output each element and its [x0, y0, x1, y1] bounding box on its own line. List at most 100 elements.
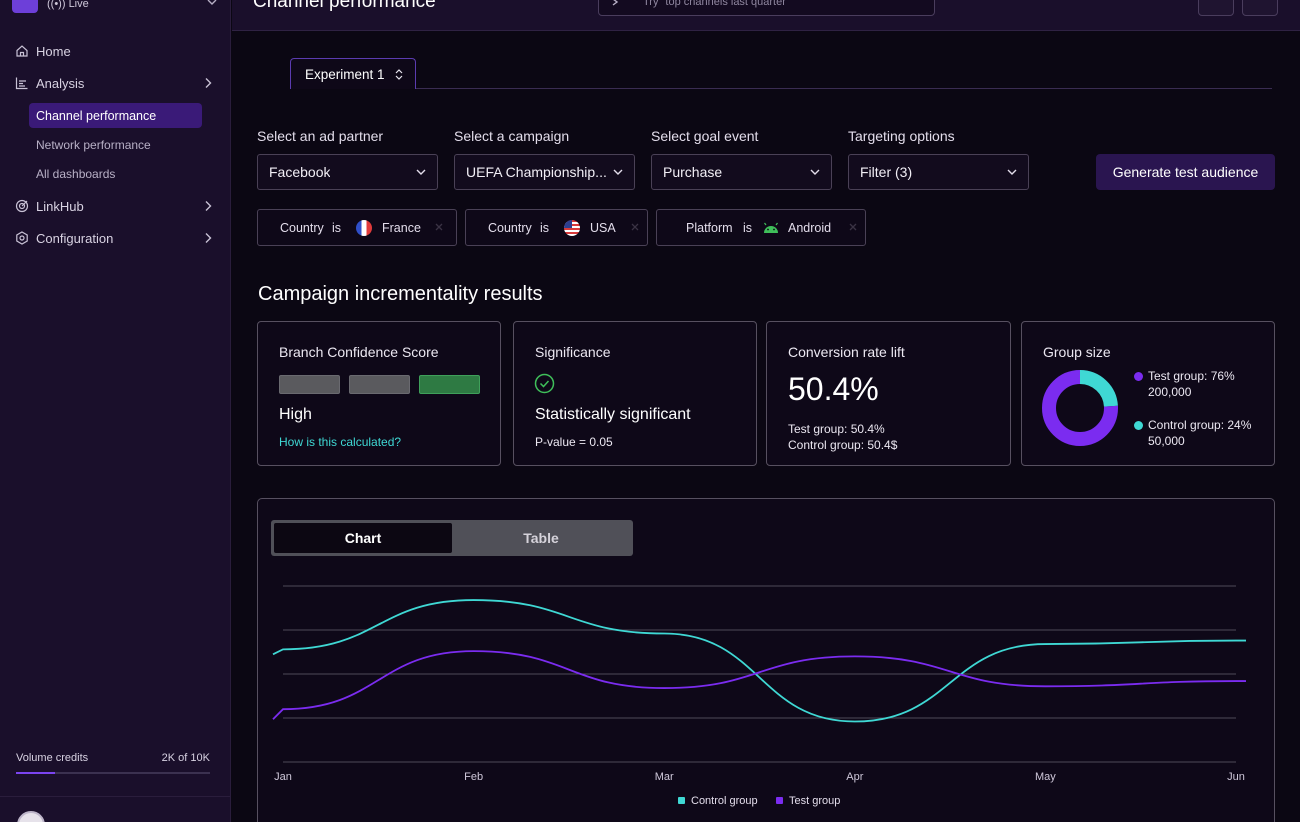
nav-home-label: Home: [36, 43, 71, 59]
nav-linkhub[interactable]: LinkHub: [0, 194, 231, 218]
campaign-value: UEFA Championship...: [466, 164, 607, 180]
lift-breakdown: Test group: 50.4% Control group: 50.4$: [788, 421, 897, 453]
filter-chip-platform-android[interactable]: Platform is Android: [656, 209, 866, 246]
goal-event-select[interactable]: Purchase: [651, 154, 832, 190]
confidence-title: Branch Confidence Score: [279, 344, 439, 360]
page-title: Channel performance: [253, 0, 436, 12]
sidebar-item-all-dashboards[interactable]: All dashboards: [29, 161, 202, 186]
search-placeholder: Try "top channels last quarter": [643, 0, 790, 8]
sub-label: All dashboards: [36, 166, 116, 181]
legend-swatch: [678, 797, 685, 804]
nav-configuration[interactable]: Configuration: [0, 226, 231, 250]
search-input[interactable]: Try "top channels last quarter": [598, 0, 935, 16]
chevron-right-icon: [205, 78, 212, 88]
tab-underline: [290, 88, 1272, 89]
chevron-right-icon: [205, 233, 212, 243]
test-group-legend: Test group: 76% 200,000: [1148, 368, 1235, 400]
chevron-down-icon: [1007, 169, 1017, 175]
test-group-count: 200,000: [1148, 385, 1192, 399]
lift-title: Conversion rate lift: [788, 344, 905, 360]
chip-operator: is: [332, 221, 342, 235]
control-group-count: 50,000: [1148, 434, 1185, 448]
workspace-switcher[interactable]: ((•)) Live: [12, 0, 89, 14]
france-flag-icon: [356, 220, 372, 236]
targeting-label: Targeting options: [848, 128, 955, 144]
confidence-bar: [419, 375, 480, 394]
test-slice: [1042, 370, 1118, 446]
significance-title: Significance: [535, 344, 611, 360]
credits-progress-fill: [16, 772, 55, 774]
close-icon[interactable]: [848, 222, 858, 232]
lift-test: Test group: 50.4%: [788, 422, 885, 436]
nav-configuration-label: Configuration: [36, 230, 114, 246]
usa-flag-canton: [564, 220, 572, 228]
control-group-line: [272, 599, 1246, 723]
significance-card: Significance Statistically significant P…: [513, 321, 757, 466]
nav-analysis[interactable]: Analysis: [0, 71, 231, 95]
filter-chip-country-usa[interactable]: Country is USA: [465, 209, 648, 246]
confidence-bar: [279, 375, 340, 394]
credits-progress: [16, 772, 210, 774]
chart-tab[interactable]: Chart: [274, 523, 452, 553]
x-tick-label: Jan: [274, 771, 292, 783]
test-group-label: Test group: 76%: [1148, 369, 1235, 383]
credits-label: Volume credits: [16, 752, 89, 764]
x-tick-label: Mar: [654, 771, 674, 783]
legend-label: Control group: [691, 795, 758, 807]
avatar[interactable]: [17, 811, 45, 822]
filter-chip-country-france[interactable]: Country is France: [257, 209, 457, 246]
tab-experiment-1[interactable]: Experiment 1: [290, 58, 416, 89]
test-group-line: [272, 650, 1246, 720]
live-status: ((•)) Live: [47, 0, 89, 10]
control-group-label: Control group: 24%: [1148, 418, 1252, 432]
p-value: P-value = 0.05: [535, 435, 613, 449]
table-tab[interactable]: Table: [523, 530, 559, 546]
lift-value: 50.4%: [788, 371, 879, 407]
workspace-logo: [12, 0, 38, 13]
group-size-card: Group size Test group: 76% 200,000 Contr…: [1021, 321, 1275, 466]
targeting-select[interactable]: Filter (3): [848, 154, 1029, 190]
calendar-button[interactable]: [1198, 0, 1234, 16]
significance-status: Statistically significant: [535, 406, 691, 423]
chevron-down-icon: [613, 169, 623, 175]
x-tick-label: Apr: [846, 771, 864, 783]
sidebar-item-channel-performance[interactable]: Channel performance: [29, 103, 202, 128]
results-title: Campaign incrementality results: [258, 283, 543, 305]
nav-linkhub-label: LinkHub: [36, 198, 84, 214]
chevron-down-icon[interactable]: [207, 0, 217, 6]
gear-icon: [16, 231, 28, 245]
confidence-level: High: [279, 406, 312, 423]
close-icon[interactable]: [630, 222, 640, 232]
check-circle-icon: [534, 373, 555, 394]
sub-label: Channel performance: [36, 108, 157, 123]
chip-operator: is: [743, 221, 753, 235]
x-tick-label: Feb: [464, 771, 484, 783]
line-chart: [272, 585, 1246, 763]
targeting-value: Filter (3): [860, 164, 913, 180]
legend-swatch: [776, 797, 783, 804]
nav-home[interactable]: Home: [0, 39, 231, 63]
ad-partner-select[interactable]: Facebook: [257, 154, 438, 190]
chip-field: Platform: [686, 221, 733, 235]
group-size-title: Group size: [1043, 344, 1111, 360]
confidence-card: Branch Confidence Score High How is this…: [257, 321, 501, 466]
chip-value: Android: [788, 221, 832, 235]
campaign-select[interactable]: UEFA Championship...: [454, 154, 635, 190]
sidebar-item-network-performance[interactable]: Network performance: [29, 132, 202, 157]
view-toggle: Chart Table: [271, 520, 633, 556]
how-calculated-link[interactable]: How is this calculated?: [279, 435, 402, 449]
more-options-button[interactable]: [1242, 0, 1278, 16]
goal-event-value: Purchase: [663, 164, 723, 180]
legend-label: Test group: [789, 795, 841, 807]
live-label: Live: [68, 0, 89, 10]
usa-flag-icon: [564, 220, 580, 236]
chip-field: Country: [488, 221, 532, 235]
ad-partner-value: Facebook: [269, 164, 331, 180]
generate-test-audience-button[interactable]: Generate test audience: [1096, 154, 1275, 190]
chip-field: Country: [280, 221, 324, 235]
close-icon[interactable]: [434, 222, 444, 232]
nav-analysis-label: Analysis: [36, 75, 85, 91]
test-group-dot: [1134, 372, 1143, 381]
sparkle-search-icon: [612, 0, 619, 6]
chip-operator: is: [540, 221, 550, 235]
